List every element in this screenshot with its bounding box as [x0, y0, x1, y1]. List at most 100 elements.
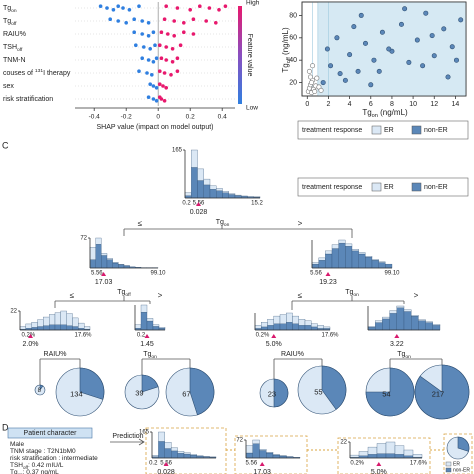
split-marker [259, 462, 265, 466]
hist-bar-er [222, 191, 229, 193]
split-value: 1.45 [140, 341, 154, 348]
hist-bar-non-er [222, 192, 229, 199]
scatter-point [429, 33, 435, 39]
shap-dot [146, 34, 151, 38]
hist-bar-er [367, 446, 378, 455]
hist-bar-er [365, 256, 373, 258]
hist-bar-er [106, 258, 113, 260]
legend-swatch [411, 182, 422, 192]
hist-bar-er [60, 310, 67, 325]
x-tick-label: 12 [430, 101, 438, 108]
hist-bar-non-er [358, 253, 366, 269]
hist-bar-er [272, 454, 280, 456]
scatter-point [414, 37, 420, 43]
legend-box [297, 120, 469, 140]
text-part: couses of [3, 70, 35, 77]
shap-dot [175, 6, 180, 10]
shap-dot [175, 56, 180, 60]
shap-dot [161, 84, 165, 88]
split-value: 5.0% [266, 341, 282, 348]
shap-dot [132, 30, 136, 34]
hist-bar-er [164, 442, 172, 449]
hist-bar-er [266, 452, 274, 454]
y-tick-label: 165 [139, 430, 150, 436]
hist-bar-er [376, 443, 387, 454]
legend-label: ER [453, 461, 460, 467]
shap-dot [182, 21, 186, 25]
shap-dot [166, 32, 170, 36]
text-part: off [286, 57, 292, 64]
legend-label: non-ER [453, 467, 470, 473]
scatter-point [307, 74, 313, 80]
text-part: (ng/mL) [281, 27, 290, 57]
legend-label: non-ER [424, 127, 448, 134]
hist-bar-non-er [272, 454, 280, 459]
hist-bar-non-er [171, 450, 178, 459]
x-tick-label: 14 [452, 101, 460, 108]
shap-dot [170, 60, 175, 64]
pie-slice [321, 365, 347, 410]
legend-box [297, 177, 469, 197]
hist-bar-non-er [261, 326, 268, 331]
hist-bar-non-er [203, 184, 211, 199]
x-tick-label: 0 [305, 101, 309, 108]
hist-bar-er [152, 324, 160, 327]
hist-bar-er [101, 253, 108, 256]
split-value: 17.03 [253, 469, 271, 474]
shap-dot [150, 73, 154, 77]
shap-dot [178, 43, 183, 47]
axis-label: 0.2% [350, 461, 364, 467]
text-part: risk stratification : intermediate [10, 455, 98, 462]
text-part: : 0.37 ng/mL [23, 469, 60, 474]
split-value: 3.22 [390, 341, 404, 348]
text-part: Tg [397, 351, 405, 358]
branch-label: ≤ [298, 291, 303, 300]
hist-bar-er [43, 316, 50, 326]
axis-label: 17.6% [410, 461, 428, 467]
shap-dot [111, 8, 116, 12]
text-part: off [23, 465, 29, 470]
shap-dot [121, 6, 125, 10]
text-part: off [11, 21, 17, 27]
shap-dot [140, 56, 144, 60]
text-part: (ng/mL) [378, 108, 408, 117]
hist-bar-er [396, 305, 405, 308]
hist-bar-er [425, 321, 433, 323]
shap-dot [142, 45, 146, 49]
hist-bar-er [385, 441, 396, 454]
shap-dot [159, 97, 164, 101]
x-axis-label: Tgon (ng/mL) [362, 108, 408, 119]
hist-bar-non-er [191, 167, 198, 199]
hist-bar-non-er [403, 311, 412, 331]
shap-dot [140, 32, 144, 36]
pie-count: 134 [70, 389, 83, 398]
shap-dot [162, 99, 167, 103]
shap-dot [223, 4, 228, 8]
hist-bar-er [286, 312, 293, 323]
shap-dot [158, 69, 162, 73]
axis-label: 17.6% [74, 333, 92, 339]
hist-bar-non-er [106, 259, 113, 269]
shap-dot [159, 56, 164, 60]
patient-attribute: TSHoff: 0.42 mIU/L [10, 462, 64, 470]
colorbar-low: Low [246, 105, 258, 112]
colorbar [238, 6, 242, 104]
hist-bar-er [112, 262, 119, 264]
y-tick-label: 72 [80, 236, 87, 242]
arrow-label: Prediction [112, 433, 143, 440]
feature-label: RAIU% [3, 31, 26, 38]
hist-bar-non-er [425, 322, 433, 331]
split-marker [101, 272, 107, 276]
x-tick-label: 2 [326, 101, 330, 108]
hist-bar-non-er [367, 454, 378, 459]
text-part: TSH [10, 462, 23, 469]
hist-bar-non-er [394, 454, 405, 459]
shap-dot [158, 82, 162, 86]
scatter-point [328, 63, 334, 69]
shap-dot [182, 30, 186, 34]
split-feature: Tgon [216, 219, 230, 228]
text-part: on [353, 293, 359, 298]
patient-attribute: TNM stage : T2N1bM0 [10, 448, 76, 455]
hist-bar-er [403, 449, 414, 456]
hist-bar-er [146, 318, 154, 322]
